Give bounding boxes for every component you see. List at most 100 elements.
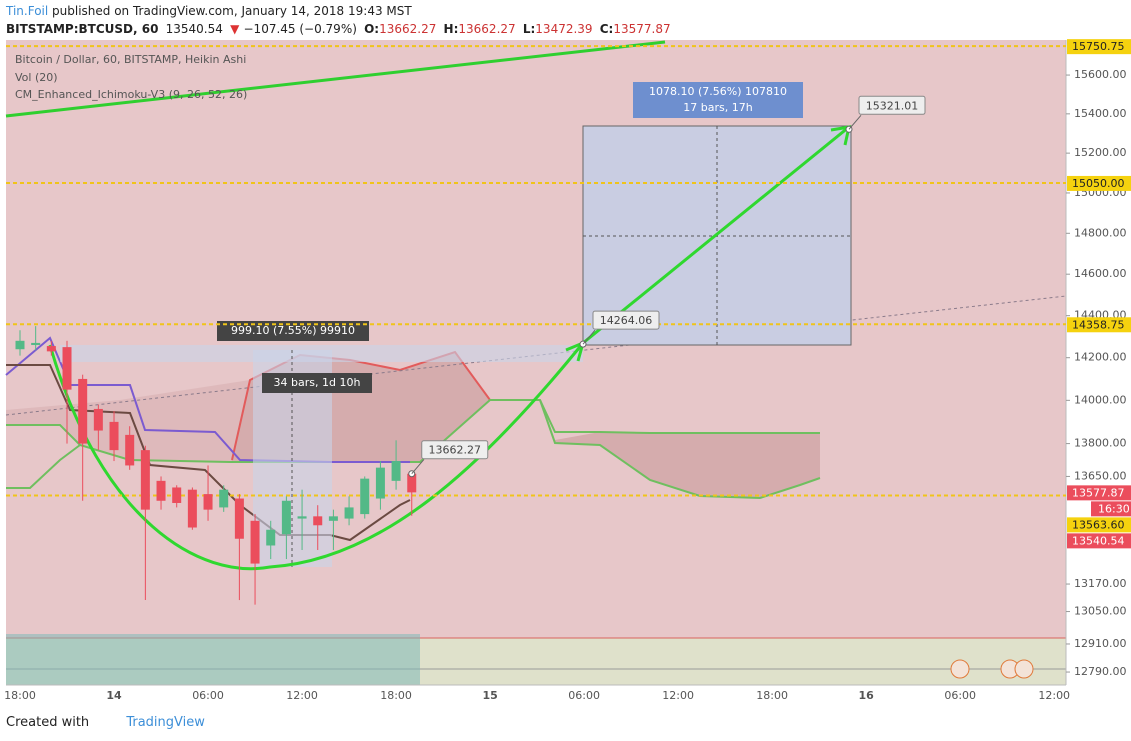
y-tick-label: 13800.00 bbox=[1074, 437, 1127, 450]
candle-body bbox=[172, 487, 182, 503]
legend: CM_Enhanced_Ichimoku-V3 (9, 26, 52, 26) bbox=[15, 88, 247, 101]
candle-body bbox=[187, 489, 197, 528]
x-tick-label: 12:00 bbox=[662, 689, 694, 702]
x-tick-label: 14 bbox=[106, 689, 122, 702]
value: 13662.27 bbox=[458, 22, 516, 36]
legend: Vol (20) bbox=[15, 71, 58, 84]
price-tag: 13540.54 bbox=[1072, 534, 1125, 547]
callout-line bbox=[582, 329, 596, 345]
measure-label-bg bbox=[217, 321, 369, 341]
legend: Bitcoin / Dollar, 60, BITSTAMP, Heikin A… bbox=[15, 53, 246, 66]
volume-band bbox=[6, 634, 420, 685]
x-tick-label: 06:00 bbox=[192, 689, 224, 702]
x-tick-label: 18:00 bbox=[756, 689, 788, 702]
price-tag-bg bbox=[1067, 175, 1131, 191]
x-tick-label: 15 bbox=[482, 689, 497, 702]
candle-body bbox=[360, 478, 370, 515]
measure-label: 17 bars, 17h bbox=[683, 101, 752, 114]
callout-bg bbox=[858, 95, 926, 115]
value: 13662.27 bbox=[379, 22, 437, 36]
candle-body bbox=[219, 489, 229, 508]
plot-bg bbox=[6, 40, 1066, 638]
measure-label: 1078.10 (7.56%) 107810 bbox=[649, 85, 787, 98]
x-tick-label: 06:00 bbox=[568, 689, 600, 702]
candle-body bbox=[93, 408, 103, 431]
label: C: bbox=[599, 22, 614, 36]
candle-body bbox=[375, 467, 385, 499]
price-tag-bg bbox=[1067, 533, 1131, 549]
published: published on TradingView.com, January 14… bbox=[52, 4, 412, 18]
candle-body bbox=[156, 480, 166, 501]
candle-body bbox=[281, 500, 291, 535]
y-tick-label: 14600.00 bbox=[1074, 267, 1127, 280]
price-tag-bg bbox=[1067, 485, 1131, 501]
symbol: BITSTAMP:BTCUSD, 60 bbox=[6, 22, 159, 36]
candle-body bbox=[62, 347, 72, 390]
price-tag: 13577.87 bbox=[1072, 486, 1125, 499]
author[interactable]: Tin.Foil bbox=[6, 4, 49, 18]
candle-body bbox=[78, 378, 88, 444]
price-tag: 14358.75 bbox=[1072, 318, 1125, 331]
header: Tin.Foil published on TradingView.com, J… bbox=[6, 4, 415, 18]
candle-body bbox=[203, 494, 213, 510]
y-tick-label: 13170.00 bbox=[1074, 577, 1127, 590]
y-tick-label: 12910.00 bbox=[1074, 637, 1127, 650]
candle-body bbox=[140, 450, 150, 510]
candle-body bbox=[391, 461, 401, 481]
y-tick-label: 12790.00 bbox=[1074, 665, 1127, 678]
countdown-bg bbox=[1091, 501, 1131, 517]
y-tick-label: 15600.00 bbox=[1074, 68, 1127, 81]
y-tick-label: 14200.00 bbox=[1074, 351, 1127, 364]
footer: Created with TradingView bbox=[6, 715, 208, 730]
y-tick-label: 14800.00 bbox=[1074, 226, 1127, 239]
y-tick-label: 15200.00 bbox=[1074, 146, 1127, 159]
change: −107.45 (−0.79%) bbox=[243, 22, 357, 36]
y-tick-label: 15400.00 bbox=[1074, 107, 1127, 120]
y-tick-label: 13050.00 bbox=[1074, 605, 1127, 618]
x-tick-label: 06:00 bbox=[944, 689, 976, 702]
y-tick-label: 14000.00 bbox=[1074, 393, 1127, 406]
axis-bg bbox=[1066, 40, 1131, 685]
measure-label-bg bbox=[633, 82, 803, 118]
candle-body bbox=[328, 516, 338, 521]
price-tag-bg bbox=[1067, 517, 1131, 533]
candle-body bbox=[297, 516, 307, 519]
price-tag: 13563.60 bbox=[1072, 518, 1125, 531]
price-tag-bg bbox=[1067, 317, 1131, 333]
price-tag: 15050.00 bbox=[1072, 177, 1125, 190]
value: 13577.87 bbox=[613, 22, 671, 36]
measure-label: 999.10 (7.55%) 99910 bbox=[231, 324, 355, 337]
countdown: 16:30 bbox=[1098, 502, 1130, 515]
callout-label: 13662.27 bbox=[429, 444, 482, 457]
candle-body bbox=[125, 434, 135, 466]
candle-body bbox=[109, 421, 119, 451]
quote: BITSTAMP:BTCUSD, 60 13540.54 ▼ −107.45 (… bbox=[6, 22, 674, 36]
label: O: bbox=[364, 22, 380, 36]
callout-bg bbox=[421, 440, 489, 460]
candle-body bbox=[234, 498, 244, 539]
price-tag: 15750.75 bbox=[1072, 40, 1125, 53]
candle-body bbox=[407, 473, 417, 493]
price: 13540.54 bbox=[165, 22, 223, 36]
x-tick-label: 12:00 bbox=[1038, 689, 1070, 702]
callout-label: 15321.01 bbox=[866, 99, 919, 112]
callout-line bbox=[411, 459, 425, 475]
candle-body bbox=[46, 346, 56, 352]
candle-body bbox=[31, 342, 41, 346]
x-tick-label: 16 bbox=[859, 689, 875, 702]
arrow: ▼ bbox=[230, 22, 240, 36]
brand[interactable]: TradingView bbox=[126, 715, 205, 730]
callout-label: 14264.06 bbox=[600, 314, 653, 327]
callout-bg bbox=[592, 310, 660, 330]
label: H: bbox=[443, 22, 459, 36]
value: 13472.39 bbox=[535, 22, 593, 36]
x-tick-label: 18:00 bbox=[380, 689, 412, 702]
price-tag-bg bbox=[1067, 39, 1131, 55]
candle-body bbox=[15, 340, 25, 350]
x-tick-label: 18:00 bbox=[4, 689, 36, 702]
measure-label: 34 bars, 1d 10h bbox=[274, 376, 361, 389]
drawn-arrow bbox=[582, 125, 850, 345]
drawn-line bbox=[5, 40, 666, 118]
callout-line bbox=[848, 114, 862, 130]
